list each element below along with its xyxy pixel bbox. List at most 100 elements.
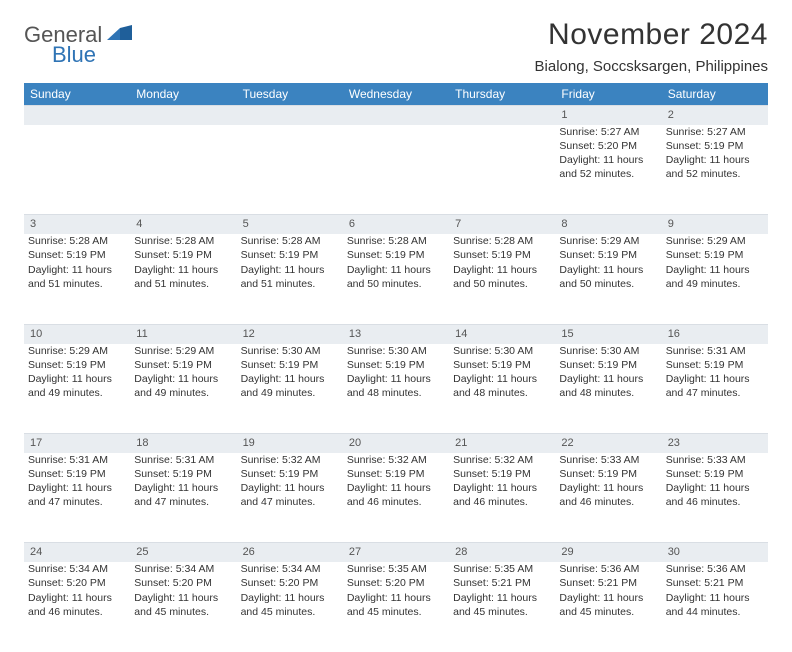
day1-text: Daylight: 11 hours (559, 153, 657, 167)
sunset-text: Sunset: 5:19 PM (559, 248, 657, 262)
day1-text: Daylight: 11 hours (241, 481, 339, 495)
day-number (130, 106, 236, 125)
day1-text: Daylight: 11 hours (28, 481, 126, 495)
day-cell: Sunrise: 5:35 AMSunset: 5:20 PMDaylight:… (343, 562, 449, 652)
day-header: Wednesday (343, 83, 449, 106)
day2-text: and 50 minutes. (559, 277, 657, 291)
day1-text: Daylight: 11 hours (347, 591, 445, 605)
day-header: Saturday (662, 83, 768, 106)
sunset-text: Sunset: 5:19 PM (134, 467, 232, 481)
day-content-row: Sunrise: 5:29 AMSunset: 5:19 PMDaylight:… (24, 344, 768, 434)
day1-text: Daylight: 11 hours (134, 591, 232, 605)
day1-text: Daylight: 11 hours (559, 372, 657, 386)
sunrise-text: Sunrise: 5:30 AM (241, 344, 339, 358)
day-cell: Sunrise: 5:36 AMSunset: 5:21 PMDaylight:… (555, 562, 661, 652)
day-number: 20 (343, 434, 449, 453)
day1-text: Daylight: 11 hours (347, 372, 445, 386)
day-cell (449, 125, 555, 215)
sunrise-text: Sunrise: 5:31 AM (28, 453, 126, 467)
day-content-row: Sunrise: 5:31 AMSunset: 5:19 PMDaylight:… (24, 453, 768, 543)
day1-text: Daylight: 11 hours (559, 481, 657, 495)
day1-text: Daylight: 11 hours (559, 591, 657, 605)
day-number: 29 (555, 543, 661, 562)
sunrise-text: Sunrise: 5:34 AM (134, 562, 232, 576)
sunrise-text: Sunrise: 5:29 AM (666, 234, 764, 248)
day-cell: Sunrise: 5:31 AMSunset: 5:19 PMDaylight:… (24, 453, 130, 543)
day-cell: Sunrise: 5:31 AMSunset: 5:19 PMDaylight:… (130, 453, 236, 543)
sunrise-text: Sunrise: 5:29 AM (559, 234, 657, 248)
day2-text: and 51 minutes. (28, 277, 126, 291)
day-cell: Sunrise: 5:27 AMSunset: 5:19 PMDaylight:… (662, 125, 768, 215)
day1-text: Daylight: 11 hours (666, 481, 764, 495)
day1-text: Daylight: 11 hours (134, 372, 232, 386)
day-number: 1 (555, 106, 661, 125)
sunrise-text: Sunrise: 5:32 AM (241, 453, 339, 467)
sunset-text: Sunset: 5:19 PM (347, 248, 445, 262)
sunrise-text: Sunrise: 5:32 AM (453, 453, 551, 467)
day-cell: Sunrise: 5:33 AMSunset: 5:19 PMDaylight:… (662, 453, 768, 543)
day-number (24, 106, 130, 125)
day-number: 14 (449, 324, 555, 343)
day1-text: Daylight: 11 hours (453, 481, 551, 495)
day-number: 5 (237, 215, 343, 234)
day1-text: Daylight: 11 hours (134, 481, 232, 495)
day-number: 9 (662, 215, 768, 234)
day-number: 11 (130, 324, 236, 343)
sunset-text: Sunset: 5:19 PM (559, 467, 657, 481)
day-cell: Sunrise: 5:34 AMSunset: 5:20 PMDaylight:… (130, 562, 236, 652)
day-number: 25 (130, 543, 236, 562)
day-cell: Sunrise: 5:33 AMSunset: 5:19 PMDaylight:… (555, 453, 661, 543)
day-number: 27 (343, 543, 449, 562)
day2-text: and 46 minutes. (559, 495, 657, 509)
day-cell: Sunrise: 5:29 AMSunset: 5:19 PMDaylight:… (24, 344, 130, 434)
day-number: 7 (449, 215, 555, 234)
day-number: 12 (237, 324, 343, 343)
sunset-text: Sunset: 5:20 PM (28, 576, 126, 590)
sunrise-text: Sunrise: 5:31 AM (134, 453, 232, 467)
day-number: 16 (662, 324, 768, 343)
sunrise-text: Sunrise: 5:33 AM (666, 453, 764, 467)
day-number-row: 10111213141516 (24, 324, 768, 343)
day-cell: Sunrise: 5:30 AMSunset: 5:19 PMDaylight:… (343, 344, 449, 434)
sunrise-text: Sunrise: 5:27 AM (559, 125, 657, 139)
day2-text: and 48 minutes. (453, 386, 551, 400)
day2-text: and 49 minutes. (134, 386, 232, 400)
sunset-text: Sunset: 5:19 PM (28, 358, 126, 372)
day2-text: and 52 minutes. (559, 167, 657, 181)
day-number: 18 (130, 434, 236, 453)
sunrise-text: Sunrise: 5:28 AM (28, 234, 126, 248)
day-cell: Sunrise: 5:29 AMSunset: 5:19 PMDaylight:… (555, 234, 661, 324)
sunset-text: Sunset: 5:19 PM (134, 248, 232, 262)
day-number: 17 (24, 434, 130, 453)
day-cell: Sunrise: 5:30 AMSunset: 5:19 PMDaylight:… (449, 344, 555, 434)
day-cell (24, 125, 130, 215)
sunset-text: Sunset: 5:19 PM (666, 467, 764, 481)
day2-text: and 47 minutes. (241, 495, 339, 509)
day-cell: Sunrise: 5:30 AMSunset: 5:19 PMDaylight:… (555, 344, 661, 434)
day2-text: and 51 minutes. (241, 277, 339, 291)
day-number (237, 106, 343, 125)
day-cell: Sunrise: 5:29 AMSunset: 5:19 PMDaylight:… (662, 234, 768, 324)
sunset-text: Sunset: 5:19 PM (559, 358, 657, 372)
day-cell: Sunrise: 5:32 AMSunset: 5:19 PMDaylight:… (237, 453, 343, 543)
sunset-text: Sunset: 5:19 PM (28, 467, 126, 481)
day1-text: Daylight: 11 hours (28, 263, 126, 277)
sunset-text: Sunset: 5:19 PM (241, 467, 339, 481)
day-number: 13 (343, 324, 449, 343)
sunrise-text: Sunrise: 5:36 AM (666, 562, 764, 576)
sunset-text: Sunset: 5:19 PM (666, 248, 764, 262)
day1-text: Daylight: 11 hours (28, 372, 126, 386)
day-number: 23 (662, 434, 768, 453)
day2-text: and 51 minutes. (134, 277, 232, 291)
sunrise-text: Sunrise: 5:36 AM (559, 562, 657, 576)
sunrise-text: Sunrise: 5:28 AM (347, 234, 445, 248)
sunrise-text: Sunrise: 5:34 AM (28, 562, 126, 576)
day-number: 19 (237, 434, 343, 453)
day-cell: Sunrise: 5:36 AMSunset: 5:21 PMDaylight:… (662, 562, 768, 652)
sunset-text: Sunset: 5:19 PM (28, 248, 126, 262)
day-cell: Sunrise: 5:34 AMSunset: 5:20 PMDaylight:… (237, 562, 343, 652)
sunset-text: Sunset: 5:19 PM (241, 248, 339, 262)
day2-text: and 49 minutes. (241, 386, 339, 400)
day-number: 8 (555, 215, 661, 234)
sunset-text: Sunset: 5:20 PM (241, 576, 339, 590)
